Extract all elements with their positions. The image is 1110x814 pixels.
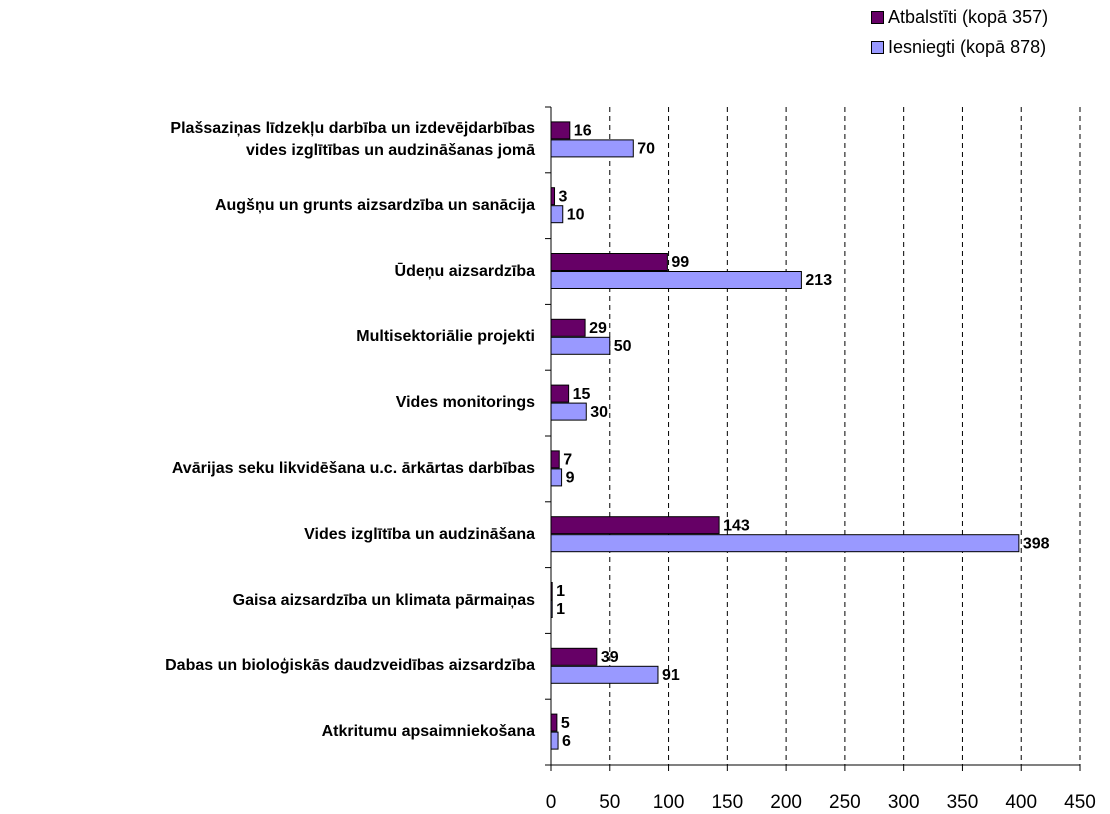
x-tick-label: 150 xyxy=(711,792,743,813)
x-tick-label: 400 xyxy=(1005,792,1037,813)
value-label: 29 xyxy=(589,320,607,337)
value-label: 16 xyxy=(574,123,592,140)
x-tick-label: 350 xyxy=(947,792,979,813)
bar xyxy=(550,516,720,535)
value-label: 10 xyxy=(567,206,585,223)
value-label: 9 xyxy=(566,470,575,487)
legend-swatch xyxy=(871,11,884,24)
category-label: Dabas un bioloģiskās daudzveidības aizsa… xyxy=(165,657,535,675)
bar xyxy=(550,253,668,271)
category-label: Avārijas seku likvidēšana u.c. ārkārtas … xyxy=(171,459,535,477)
x-tick-label: 200 xyxy=(770,792,802,813)
bar xyxy=(550,582,553,600)
value-label: 15 xyxy=(573,386,591,403)
value-label: 143 xyxy=(723,517,750,534)
value-label: 7 xyxy=(563,452,572,469)
legend-label: Iesniegti (kopā 878) xyxy=(888,37,1047,57)
category-label: Multisektoriālie projekti xyxy=(356,328,535,346)
category-label: Augšņu un grunts aizsardzība un sanācija xyxy=(214,196,535,214)
x-tick-label: 250 xyxy=(829,792,861,813)
category-label: Gaisa aizsardzība un klimata pārmaiņas xyxy=(232,591,535,609)
x-tick-label: 450 xyxy=(1064,792,1096,813)
legend-label: Atbalstīti (kopā 357) xyxy=(888,7,1049,27)
bar xyxy=(550,450,560,469)
value-label: 99 xyxy=(671,254,689,271)
bar xyxy=(550,665,659,684)
bar xyxy=(550,647,598,666)
x-tick-label: 100 xyxy=(653,792,685,813)
bar xyxy=(550,713,558,732)
value-label: 91 xyxy=(662,667,680,684)
value-label: 213 xyxy=(805,272,832,289)
x-tick-label: 50 xyxy=(599,792,620,813)
value-label: 3 xyxy=(559,188,568,205)
bar xyxy=(550,139,634,158)
value-label: 1 xyxy=(556,583,565,600)
bar xyxy=(550,384,570,403)
bar xyxy=(550,534,1020,553)
x-tick-label: 300 xyxy=(888,792,920,813)
value-label: 70 xyxy=(637,141,655,158)
value-label: 30 xyxy=(590,404,608,421)
bar xyxy=(550,336,611,355)
bar xyxy=(550,402,587,421)
bar xyxy=(550,271,802,289)
category-label: Atkritumu apsaimniekošana xyxy=(321,723,535,741)
category-label: Vides izglītība un audzināšana xyxy=(304,525,535,543)
category-label: Vides monitorings xyxy=(395,394,535,412)
bar xyxy=(550,600,553,618)
value-label: 1 xyxy=(556,601,565,618)
legend-swatch xyxy=(871,41,884,54)
bar xyxy=(550,187,556,206)
value-label: 5 xyxy=(561,715,570,732)
value-label: 50 xyxy=(614,338,632,355)
bar xyxy=(550,468,563,487)
bar xyxy=(550,121,571,140)
bar xyxy=(550,318,586,337)
category-label: Plašsaziņas līdzekļu darbība un izdevējd… xyxy=(170,119,535,159)
x-tick-label: 0 xyxy=(546,792,557,813)
value-label: 39 xyxy=(601,649,619,666)
value-label: 398 xyxy=(1023,535,1050,552)
value-label: 6 xyxy=(562,733,571,750)
bar xyxy=(550,205,564,224)
category-label: Ūdeņu aizsardzība xyxy=(394,262,535,280)
bar xyxy=(550,731,559,750)
